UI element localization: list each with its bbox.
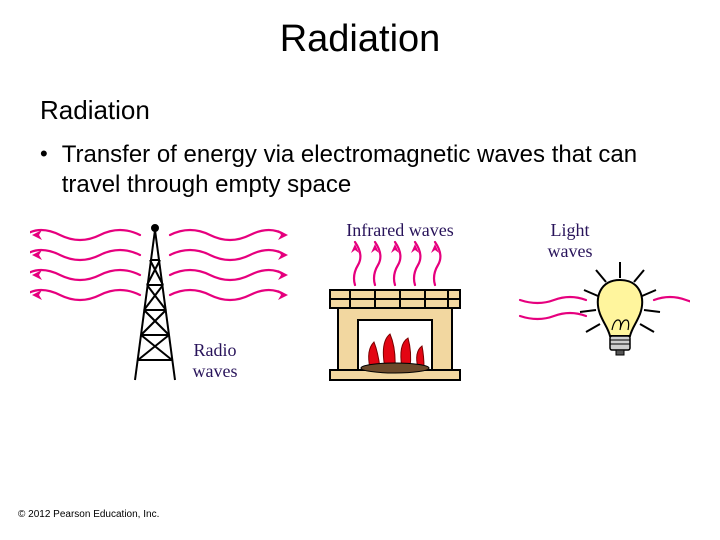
copyright-text: © 2012 Pearson Education, Inc. [18, 509, 159, 520]
label-light: Lightwaves [540, 220, 600, 262]
radiation-figure: /* placeholder; real values injected by … [30, 220, 690, 430]
fireplace-group [330, 242, 460, 380]
label-radio: Radiowaves [180, 340, 250, 382]
fireplace-icon [330, 290, 460, 380]
lightbulb-icon [598, 280, 642, 355]
infrared-waves [351, 242, 440, 285]
bullet-text: Transfer of energy via electromagnetic w… [62, 140, 680, 200]
radio-waves-right [170, 230, 288, 300]
bullet-marker: • [40, 140, 48, 168]
slide-title: Radiation [0, 18, 720, 61]
lightbulb-group [520, 262, 690, 355]
slide-subtitle: Radiation [40, 95, 150, 126]
slide: Radiation Radiation • Transfer of energy… [0, 0, 720, 540]
radio-tower-icon [135, 225, 175, 380]
radio-waves-left [30, 230, 140, 300]
label-infrared: Infrared waves [330, 220, 470, 241]
bullet-row: • Transfer of energy via electromagnetic… [40, 140, 680, 200]
